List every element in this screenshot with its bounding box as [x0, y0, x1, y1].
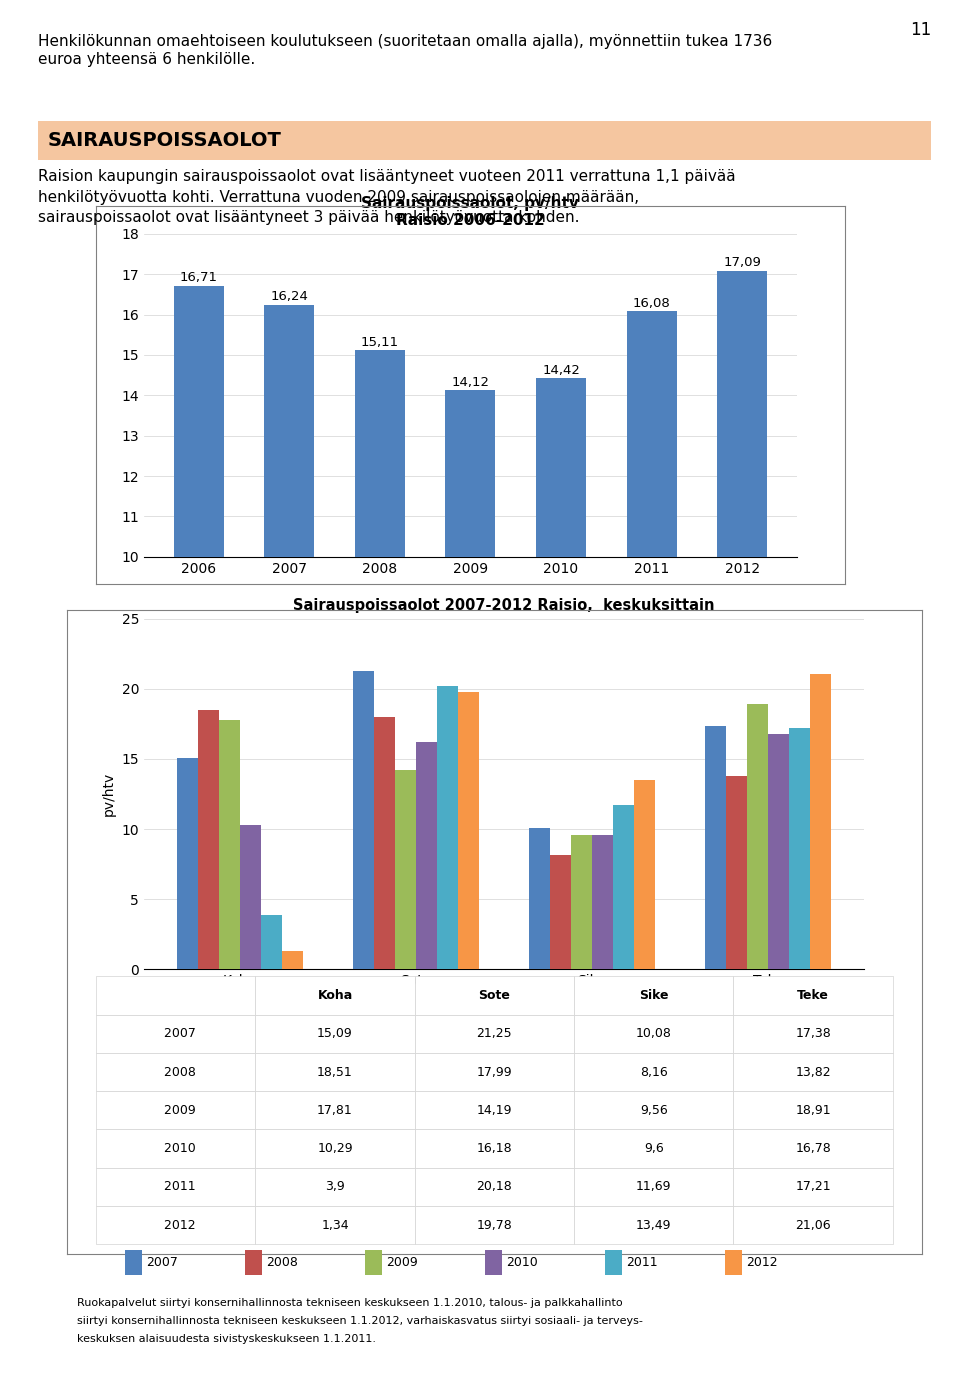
Bar	[635, 780, 656, 969]
Bar	[261, 914, 282, 969]
Text: 2007: 2007	[146, 1255, 178, 1269]
Bar	[613, 806, 635, 969]
Bar	[627, 311, 677, 961]
Text: 14,12: 14,12	[451, 375, 490, 389]
Bar	[705, 726, 726, 969]
Bar	[550, 855, 571, 969]
Bar	[219, 719, 240, 969]
Title: Sairauspoissaolot, pv/htv
Raisio 2006-2012: Sairauspoissaolot, pv/htv Raisio 2006-20…	[362, 197, 579, 228]
Bar	[395, 770, 416, 969]
Text: 16,71: 16,71	[180, 271, 218, 285]
Bar	[373, 718, 395, 969]
Bar	[458, 692, 479, 969]
Bar	[264, 305, 314, 961]
Bar	[355, 351, 405, 961]
Bar	[352, 671, 373, 969]
Text: 17,09: 17,09	[723, 256, 761, 270]
Text: sairauspoissaolot ovat lisääntyneet 3 päivää henkilötyövuotta kohden.: sairauspoissaolot ovat lisääntyneet 3 pä…	[38, 210, 580, 226]
Text: 16,24: 16,24	[271, 290, 308, 304]
Title: Sairauspoissaolot 2007-2012 Raisio,  keskuksittain: Sairauspoissaolot 2007-2012 Raisio, kesk…	[293, 598, 715, 613]
Text: 2011: 2011	[626, 1255, 658, 1269]
Bar	[592, 835, 613, 969]
Text: 15,11: 15,11	[361, 336, 398, 349]
Bar	[529, 828, 550, 969]
Bar	[726, 775, 747, 969]
Text: SAIRAUSPOISSAOLOT: SAIRAUSPOISSAOLOT	[47, 131, 281, 150]
Bar	[789, 727, 810, 969]
Text: euroa yhteensä 6 henkilölle.: euroa yhteensä 6 henkilölle.	[38, 52, 255, 67]
Bar	[747, 704, 768, 969]
Y-axis label: pv/htv: pv/htv	[102, 771, 116, 817]
Text: Henkilökunnan omaehtoiseen koulutukseen (suoritetaan omalla ajalla), myönnettiin: Henkilökunnan omaehtoiseen koulutukseen …	[38, 34, 773, 49]
Bar	[536, 378, 586, 961]
Bar	[810, 674, 831, 969]
Bar	[437, 686, 458, 969]
Bar	[282, 950, 303, 969]
Bar	[571, 835, 592, 969]
Text: 16,08: 16,08	[633, 297, 670, 309]
Bar	[240, 825, 261, 969]
Text: 2009: 2009	[386, 1255, 418, 1269]
Text: henkilötyövuotta kohti. Verrattuna vuoden 2009 sairauspoissaolojen määrään,: henkilötyövuotta kohti. Verrattuna vuode…	[38, 190, 639, 205]
Bar	[174, 286, 224, 961]
Text: 14,42: 14,42	[542, 364, 580, 377]
Bar	[416, 742, 437, 969]
Text: 2010: 2010	[506, 1255, 538, 1269]
Text: 2012: 2012	[746, 1255, 778, 1269]
Text: siirtyi konsernihallinnosta tekniseen keskukseen 1.1.2012, varhaiskasvatus siirt: siirtyi konsernihallinnosta tekniseen ke…	[77, 1316, 642, 1326]
Bar	[445, 390, 495, 961]
Bar	[717, 271, 767, 961]
Text: Ruokapalvelut siirtyi konsernihallinnosta tekniseen keskukseen 1.1.2010, talous-: Ruokapalvelut siirtyi konsernihallinnost…	[77, 1298, 622, 1308]
Text: 11: 11	[910, 21, 931, 38]
Text: keskuksen alaisuudesta sivistyskeskukseen 1.1.2011.: keskuksen alaisuudesta sivistyskeskuksee…	[77, 1334, 375, 1343]
Text: Raision kaupungin sairauspoissaolot ovat lisääntyneet vuoteen 2011 verrattuna 1,: Raision kaupungin sairauspoissaolot ovat…	[38, 169, 736, 184]
Bar	[177, 758, 198, 969]
Text: 2008: 2008	[266, 1255, 298, 1269]
Bar	[768, 734, 789, 969]
Bar	[198, 710, 219, 969]
